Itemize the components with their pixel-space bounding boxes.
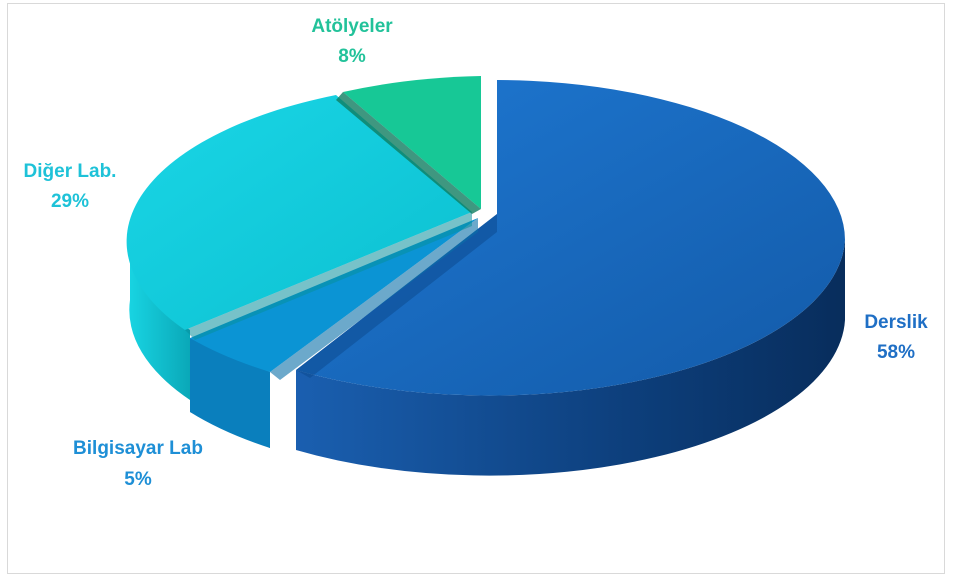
- label-derslik-name: Derslik: [864, 312, 928, 333]
- label-atolyeler-value: 8%: [338, 46, 366, 67]
- slice-diger-edge: [185, 212, 472, 340]
- slice-atolyeler-edge: [336, 92, 481, 214]
- slice-diger: [126, 95, 472, 330]
- slice-sides: [129, 235, 845, 476]
- slice-diger-side: [129, 235, 190, 400]
- slice-bilgisayar: [190, 218, 478, 372]
- slice-tops: [126, 76, 845, 396]
- slice-bilgisayar-edge: [270, 218, 478, 380]
- slice-derslik: [296, 80, 845, 396]
- slice-bilgisayar-side-front: [190, 338, 270, 448]
- label-bilgisayar-value: 5%: [124, 469, 152, 490]
- label-diger-value: 29%: [51, 191, 89, 212]
- label-atolyeler-name: Atölyeler: [311, 16, 393, 37]
- label-bilgisayar-name: Bilgisayar Lab: [73, 438, 203, 459]
- slice-derslik-side: [296, 240, 845, 476]
- label-derslik-value: 58%: [877, 342, 915, 363]
- label-diger-name: Diğer Lab.: [24, 161, 117, 182]
- data-labels: Atölyeler 8% Diğer Lab. 29% Derslik 58% …: [24, 16, 929, 490]
- slice-atolyeler: [343, 76, 481, 209]
